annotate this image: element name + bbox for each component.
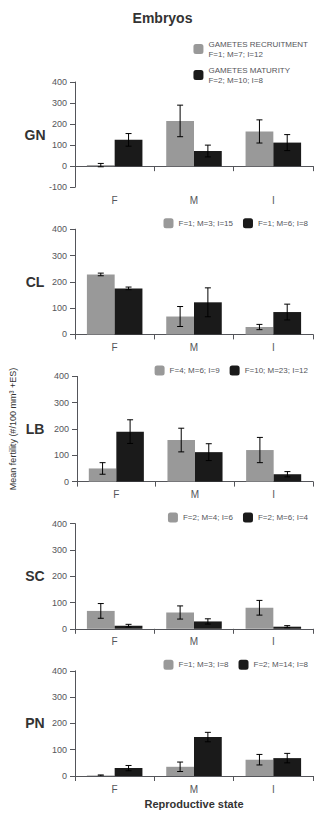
svg-text:I: I (272, 195, 275, 206)
svg-text:0: 0 (64, 477, 69, 487)
svg-text:100: 100 (54, 450, 69, 460)
svg-text:F: F (112, 636, 118, 647)
svg-text:0: 0 (62, 624, 67, 634)
svg-text:400: 400 (52, 666, 67, 676)
svg-text:CL: CL (26, 274, 45, 290)
svg-text:0: 0 (62, 329, 67, 339)
svg-text:Mean fertility (#/100 mm³ +ES): Mean fertility (#/100 mm³ +ES) (8, 368, 18, 490)
svg-text:300: 300 (52, 98, 67, 108)
svg-text:200: 200 (52, 718, 67, 728)
svg-text:M: M (190, 636, 198, 647)
svg-text:F: F (112, 784, 118, 795)
svg-text:300: 300 (52, 692, 67, 702)
svg-text:F=2; M=4; I=6: F=2; M=4; I=6 (183, 513, 234, 522)
svg-text:Embryos: Embryos (133, 10, 193, 26)
svg-text:200: 200 (52, 119, 67, 129)
svg-text:400: 400 (54, 371, 69, 381)
svg-text:LB: LB (26, 421, 45, 437)
svg-text:0: 0 (62, 771, 67, 781)
svg-text:F=4; M=6; I=9: F=4; M=6; I=9 (170, 366, 221, 375)
svg-text:F=10; M=23; I=12: F=10; M=23; I=12 (245, 366, 309, 375)
svg-text:400: 400 (52, 519, 67, 529)
svg-text:SC: SC (25, 568, 44, 584)
svg-text:GAMETES MATURITY: GAMETES MATURITY (208, 66, 290, 75)
svg-text:I: I (272, 342, 275, 353)
svg-text:M: M (190, 784, 198, 795)
svg-text:300: 300 (54, 398, 69, 408)
svg-text:200: 200 (54, 424, 69, 434)
svg-text:F=1; M=3; I=8: F=1; M=3; I=8 (178, 660, 229, 669)
svg-text:100: 100 (52, 598, 67, 608)
svg-text:F: F (112, 342, 118, 353)
svg-text:PN: PN (25, 715, 44, 731)
svg-text:M: M (190, 342, 198, 353)
svg-text:F=1; M=7; I=12: F=1; M=7; I=12 (208, 50, 263, 59)
svg-text:100: 100 (52, 303, 67, 313)
svg-text:300: 300 (52, 251, 67, 261)
svg-text:F: F (113, 489, 119, 500)
svg-text:F=2; M=6; I=4: F=2; M=6; I=4 (258, 513, 309, 522)
svg-text:-100: -100 (49, 182, 67, 192)
svg-text:M: M (191, 489, 199, 500)
svg-text:200: 200 (52, 571, 67, 581)
svg-text:0: 0 (62, 161, 67, 171)
svg-text:F=1; M=3; I=15: F=1; M=3; I=15 (178, 219, 233, 228)
svg-text:100: 100 (52, 140, 67, 150)
svg-text:GN: GN (25, 127, 46, 143)
svg-text:Reproductive state: Reproductive state (144, 798, 243, 810)
svg-text:100: 100 (52, 745, 67, 755)
svg-text:I: I (272, 636, 275, 647)
svg-text:F=2; M=10; I=8: F=2; M=10; I=8 (208, 76, 263, 85)
svg-text:I: I (272, 489, 275, 500)
svg-text:400: 400 (52, 224, 67, 234)
svg-text:300: 300 (52, 545, 67, 555)
svg-text:400: 400 (52, 77, 67, 87)
svg-text:F=2; M=14; I=8: F=2; M=14; I=8 (254, 660, 309, 669)
svg-text:F: F (112, 195, 118, 206)
svg-text:I: I (272, 784, 275, 795)
svg-text:F=1; M=6; I=8: F=1; M=6; I=8 (258, 219, 309, 228)
svg-text:200: 200 (52, 277, 67, 287)
svg-text:GAMETES RECRUITMENT: GAMETES RECRUITMENT (208, 40, 308, 49)
svg-text:M: M (190, 195, 198, 206)
